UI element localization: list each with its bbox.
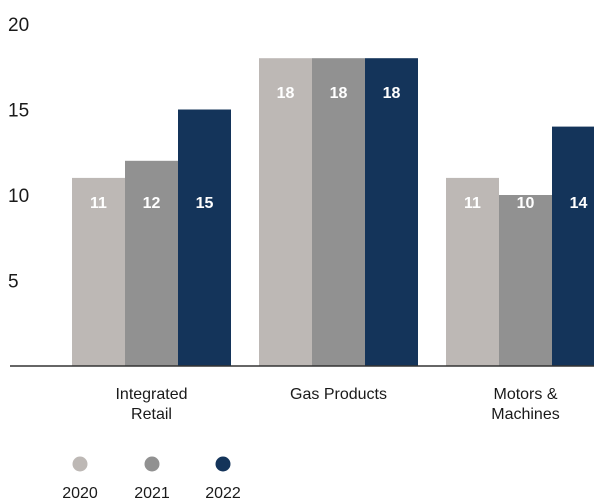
- data-label: 18: [330, 85, 348, 102]
- bar: [312, 58, 365, 366]
- bar: [72, 177, 125, 366]
- legend-label: 2020: [62, 485, 98, 502]
- data-label: 14: [570, 195, 588, 212]
- category-label: Integrated: [115, 386, 187, 403]
- legend-label: 2021: [134, 485, 170, 502]
- bar: [499, 195, 552, 366]
- y-tick-label: 15: [8, 101, 29, 122]
- category-label: Motors &: [493, 386, 557, 403]
- data-label: 10: [517, 195, 535, 212]
- data-label: 18: [383, 85, 401, 102]
- category-labels: Integrated Retail Gas Products Motors & Mach…: [115, 386, 559, 423]
- legend: 2020 2021 2022: [62, 456, 241, 502]
- data-label: 12: [143, 195, 161, 212]
- bars: [72, 58, 594, 366]
- legend-marker: [215, 456, 231, 472]
- category-label: Gas Products: [290, 386, 387, 403]
- y-tick-label: 10: [8, 186, 29, 207]
- category-label: Machines: [491, 406, 559, 423]
- bar: [259, 58, 312, 366]
- y-axis-ticks: 20 15 10 5: [8, 15, 29, 293]
- y-tick-label: 20: [8, 15, 29, 36]
- bar: [125, 160, 178, 366]
- legend-marker: [72, 456, 88, 472]
- category-label: Retail: [131, 406, 172, 423]
- bar: [446, 177, 499, 366]
- data-labels: 11 18 11 12 18 10 15 18 14: [90, 85, 587, 212]
- data-label: 11: [464, 195, 481, 212]
- y-tick-label: 5: [8, 272, 19, 293]
- bar: [178, 109, 231, 366]
- bar: [552, 126, 594, 366]
- data-label: 15: [196, 195, 214, 212]
- data-label: 18: [277, 85, 295, 102]
- legend-label: 2022: [205, 485, 241, 502]
- bar: [365, 58, 418, 366]
- data-label: 11: [90, 195, 107, 212]
- legend-marker: [144, 456, 160, 472]
